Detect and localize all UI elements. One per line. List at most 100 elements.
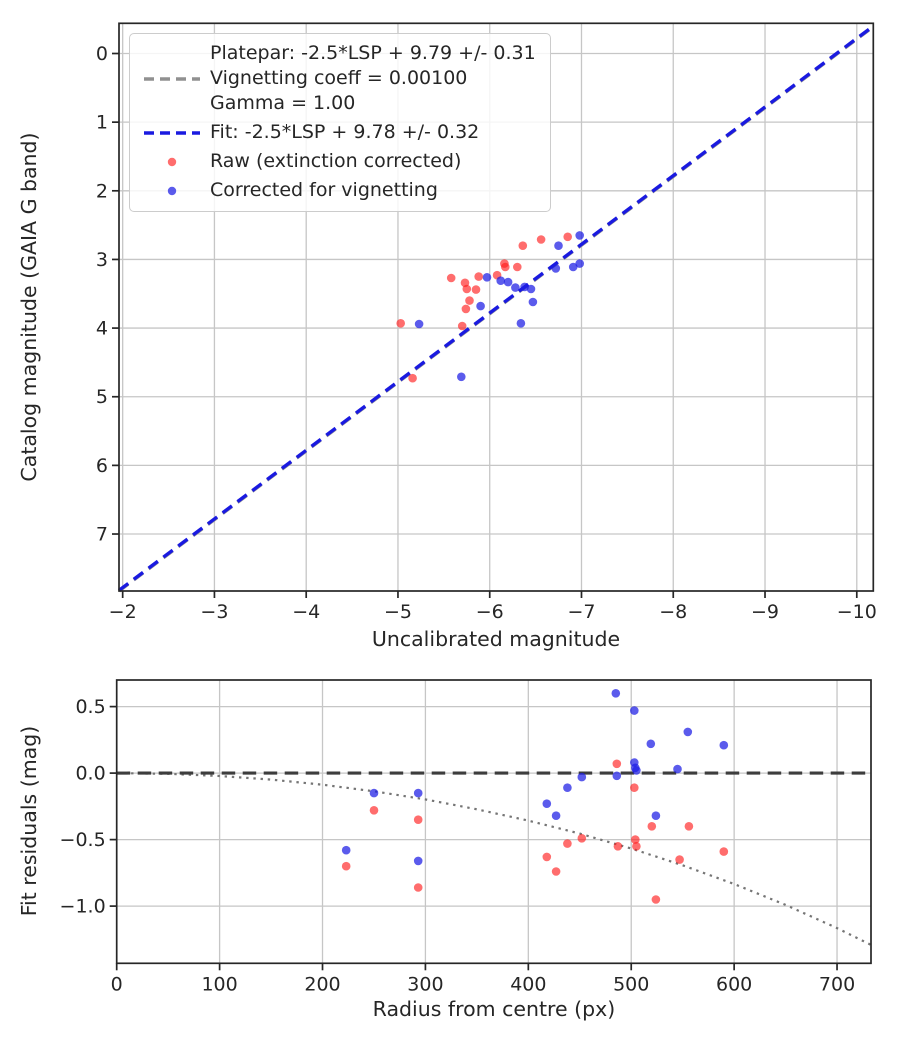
x-tick-label: −9	[751, 601, 779, 623]
scatter-point-corrected	[551, 264, 561, 273]
x-tick-label: 300	[407, 973, 443, 995]
scatter-point-corrected	[369, 788, 379, 798]
scatter-point-raw	[513, 262, 522, 272]
scatter-point-raw	[446, 273, 456, 283]
scatter-point-raw	[612, 759, 622, 769]
scatter-point-raw	[341, 861, 351, 871]
scatter-point-raw	[631, 835, 640, 844]
scatter-point-corrected	[632, 766, 641, 775]
scatter-point-corrected	[568, 262, 578, 272]
scatter-point-corrected	[719, 740, 729, 750]
scatter-point-raw	[675, 855, 684, 864]
legend-entry-corrected: Corrected for vignetting	[140, 178, 536, 203]
legend-entry-platepar: Platepar: -2.5*LSP + 9.79 +/- 0.31 Vigne…	[140, 41, 536, 116]
y-tick-label: 2	[96, 180, 108, 202]
y-tick-label: 1	[96, 112, 108, 134]
x-tick-label: −2	[109, 601, 137, 623]
x-tick-label: 100	[201, 973, 237, 995]
scatter-point-corrected	[630, 706, 639, 715]
scatter-point-raw	[613, 842, 623, 851]
scatter-point-raw	[518, 241, 528, 250]
scatter-point-corrected	[612, 771, 622, 781]
scatter-point-raw	[632, 842, 641, 851]
scatter-point-corrected	[476, 301, 485, 311]
legend-entry-fit: Fit: -2.5*LSP + 9.78 +/- 0.32	[140, 120, 536, 145]
scatter-point-corrected	[551, 811, 561, 820]
top-plot-xlabel: Uncalibrated magnitude	[372, 627, 620, 651]
x-tick-label: −3	[200, 601, 228, 623]
scatter-point-raw	[563, 839, 572, 848]
scatter-point-corrected	[611, 689, 621, 698]
x-tick-label: 600	[716, 973, 752, 995]
y-tick-label: 3	[96, 249, 108, 271]
axes-spines	[115, 679, 872, 965]
scatter-point-raw	[396, 319, 406, 328]
y-tick-label: −1.0	[60, 896, 106, 918]
y-tick-label: 7	[96, 524, 108, 546]
scatter-point-raw	[474, 272, 484, 281]
scatter-point-raw	[577, 834, 587, 843]
scatter-point-raw	[501, 262, 510, 272]
legend-platepar-text-line3: Gamma = 1.00	[210, 92, 356, 114]
scatter-point-corrected	[646, 739, 656, 749]
scatter-point-corrected	[496, 276, 506, 286]
x-tick-label: −8	[659, 601, 687, 623]
scatter-point-raw	[651, 895, 661, 904]
x-tick-label: −6	[476, 601, 504, 623]
top-plot-ylabel: Catalog magnitude (GAIA G band)	[17, 132, 41, 481]
legend-entry-raw: Raw (extinction corrected)	[140, 149, 536, 174]
scatter-point-raw	[719, 847, 729, 856]
scatter-point-raw	[536, 235, 546, 244]
legend-raw-text: Raw (extinction corrected)	[210, 150, 462, 172]
scatter-point-corrected	[413, 788, 423, 798]
corrected-dot-marker	[140, 185, 204, 197]
scatter-point-corrected	[651, 811, 661, 820]
scatter-point-corrected	[413, 856, 423, 866]
y-tick-label: 0.0	[75, 763, 105, 785]
x-tick-label: 700	[819, 973, 855, 995]
x-tick-label: 200	[304, 973, 340, 995]
fit-dashed-line-marker	[140, 129, 204, 137]
x-tick-label: −7	[567, 601, 595, 623]
y-tick-label: 5	[96, 386, 108, 408]
photometry-fit-line	[117, 24, 875, 592]
scatter-point-raw	[457, 321, 467, 331]
scatter-point-raw	[462, 284, 472, 294]
scatter-point-corrected	[673, 764, 682, 774]
raw-dot-marker	[140, 156, 204, 168]
scatter-point-corrected	[575, 231, 584, 240]
scatter-point-raw	[461, 304, 471, 314]
scatter-point-raw	[413, 883, 423, 892]
scatter-point-corrected	[526, 284, 536, 294]
platepar-dashed-line-marker	[140, 75, 204, 83]
scatter-point-raw	[413, 815, 423, 824]
x-tick-label: 0	[111, 973, 123, 995]
scatter-point-raw	[471, 285, 481, 294]
scatter-point-corrected	[482, 273, 492, 282]
y-tick-label: 4	[96, 318, 108, 340]
scatter-point-raw	[542, 852, 552, 862]
x-tick-label: −5	[384, 601, 412, 623]
bottom-plot-canvas: 0 100 200 300 400 500 600 700 0.5 0.0 −0.5 −1.0 Rad…	[17, 679, 872, 1021]
scatter-point-corrected	[414, 319, 424, 329]
x-tick-label: 500	[613, 973, 649, 995]
y-tick-label: 6	[96, 455, 108, 477]
legend-platepar-text-line1: Platepar: -2.5*LSP + 9.79 +/- 0.31	[210, 42, 536, 64]
y-tick-label: 0.5	[75, 696, 105, 718]
scatter-point-raw	[647, 822, 657, 831]
bottom-plot-ylabel: Fit residuals (mag)	[17, 726, 41, 917]
legend-platepar-text-line2: Vignetting coeff = 0.00100	[210, 67, 468, 89]
scatter-point-raw	[563, 232, 572, 242]
legend: Platepar: -2.5*LSP + 9.79 +/- 0.31 Vigne…	[129, 33, 551, 212]
scatter-point-corrected	[542, 799, 552, 808]
x-tick-label: −4	[292, 601, 320, 623]
scatter-point-raw	[465, 296, 474, 305]
axes-spines	[118, 22, 875, 592]
legend-corrected-text: Corrected for vignetting	[210, 179, 438, 201]
scatter-point-corrected	[683, 727, 693, 737]
y-tick-label: 0	[96, 43, 108, 65]
scatter-point-corrected	[457, 372, 466, 382]
scatter-point-corrected	[528, 297, 538, 307]
scatter-point-corrected	[575, 259, 584, 268]
